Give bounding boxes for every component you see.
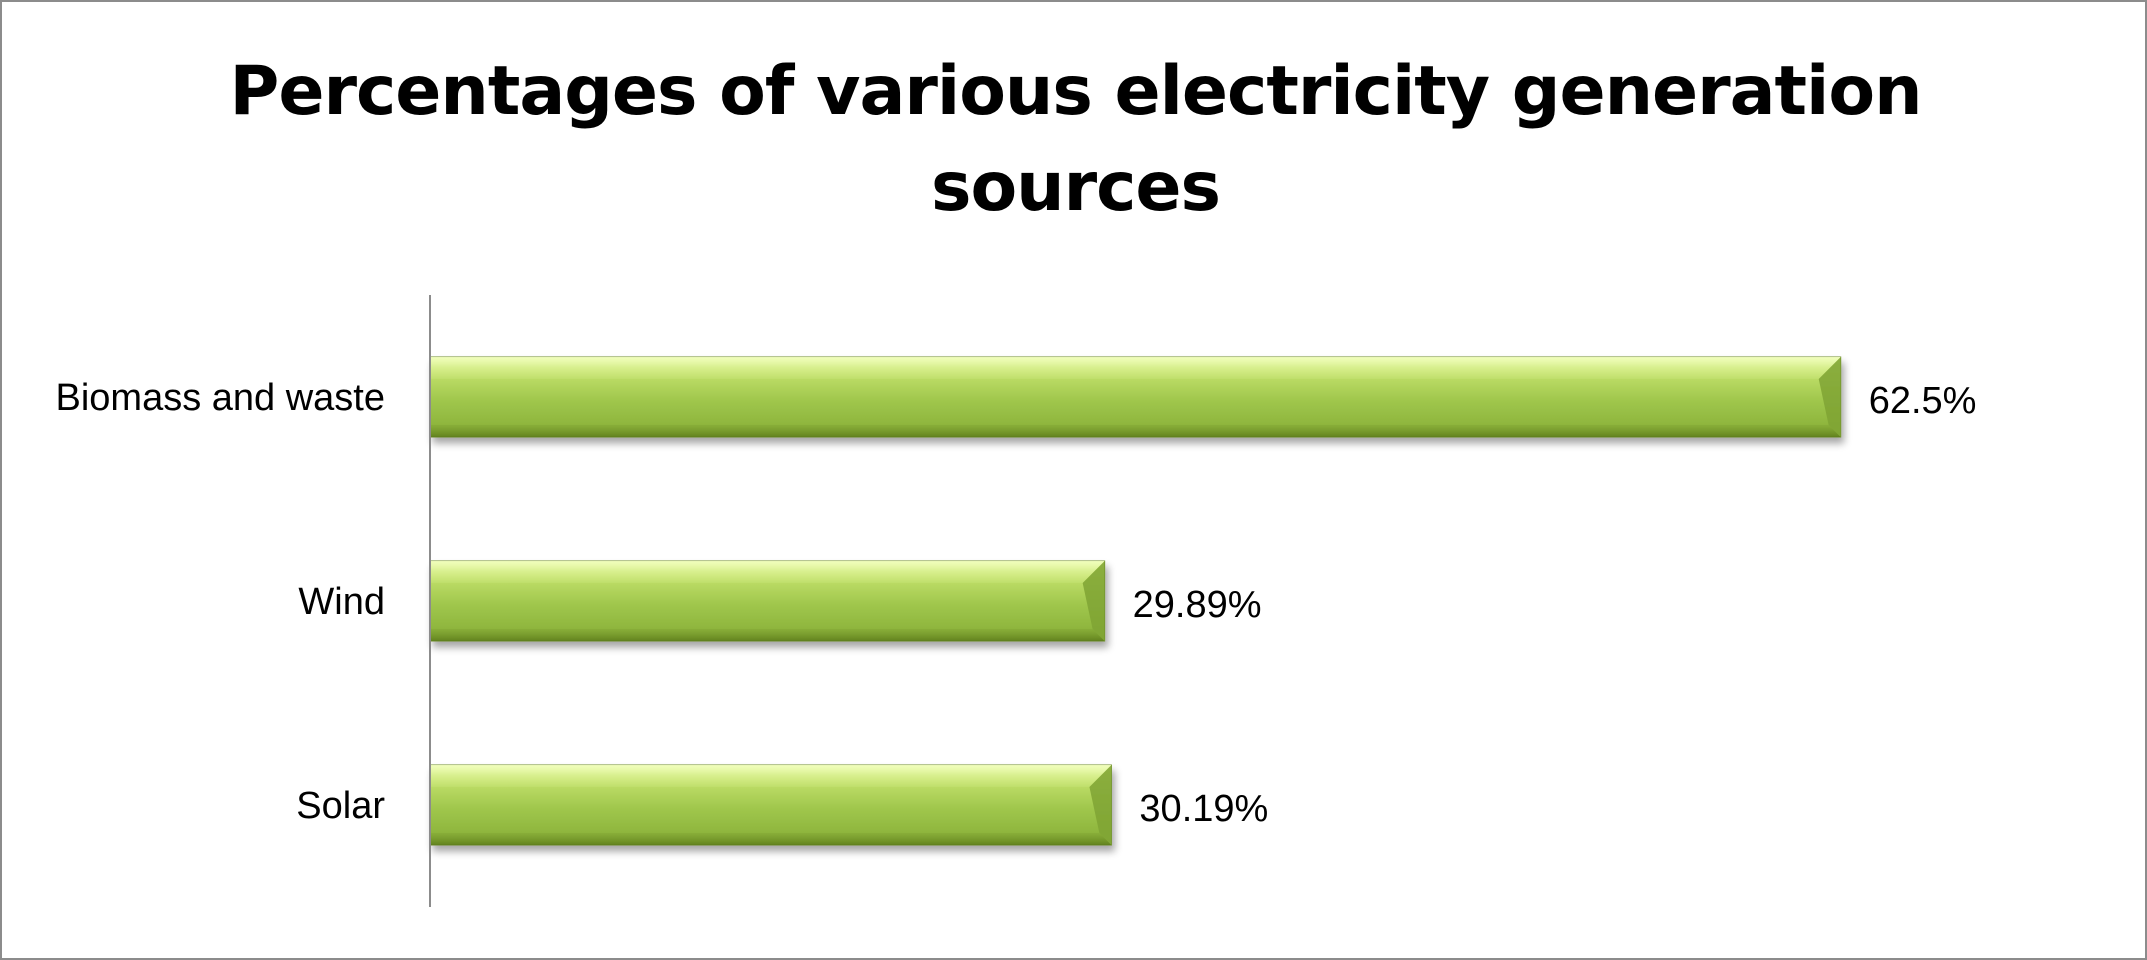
bar-bevel-bottom: [430, 832, 1112, 845]
bar-bevel-top: [430, 765, 1112, 787]
bar: [429, 560, 1106, 642]
category-tick-label: Solar: [296, 785, 385, 827]
labels-layer: Biomass and waste 62.5% Wind 29.89% Solar 30.…: [56, 377, 1977, 830]
category-tick-label: Wind: [298, 581, 385, 623]
chart-title: Percentages of various electricity gener…: [229, 52, 1923, 227]
bar: [429, 764, 1112, 846]
bar-bevel-end: [1089, 765, 1112, 845]
category-tick-label: Biomass and waste: [56, 377, 386, 419]
data-label: 30.19%: [1139, 788, 1268, 830]
data-label: 29.89%: [1133, 584, 1262, 626]
bar-bevel-end: [1818, 357, 1841, 437]
bar: [429, 356, 1842, 438]
data-label: 62.5%: [1869, 380, 1977, 422]
bar-bevel-bottom: [430, 628, 1105, 641]
bar-bevel-end: [1082, 561, 1105, 641]
bars-layer: [429, 356, 1842, 846]
bar-bevel-top: [430, 357, 1841, 379]
bar-bevel-bottom: [430, 424, 1841, 437]
bar-bevel-top: [430, 561, 1105, 583]
